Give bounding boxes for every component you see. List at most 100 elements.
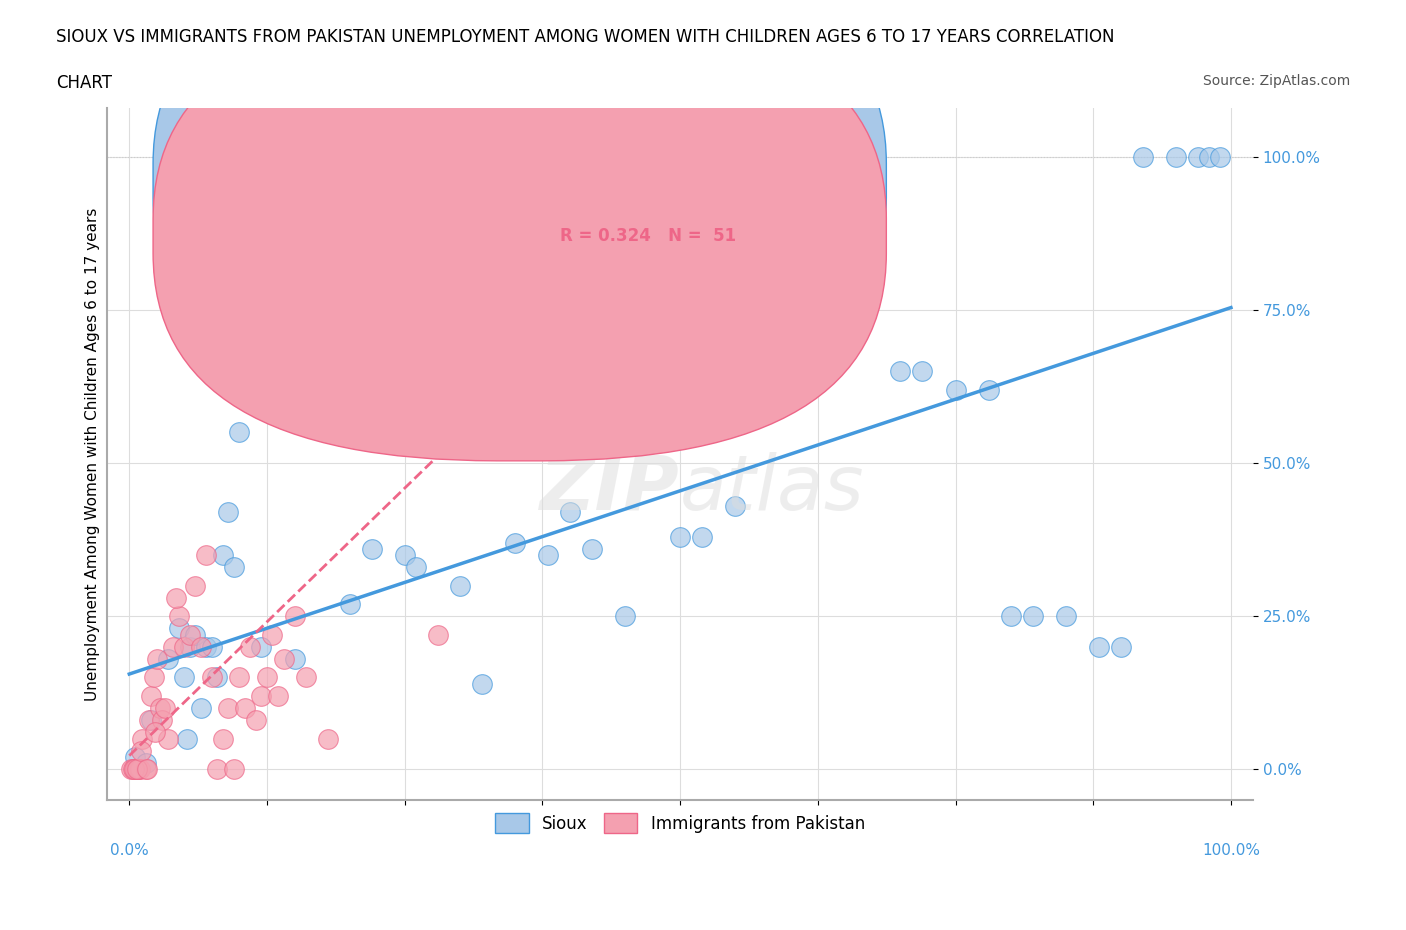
Immigrants from Pakistan (149, 700, 172, 715)
Immigrants from Pakistan (162, 639, 184, 654)
Sioux (1109, 639, 1132, 654)
Immigrants from Pakistan (135, 762, 157, 777)
Text: atlas: atlas (681, 451, 865, 525)
Sioux (190, 700, 212, 715)
Immigrants from Pakistan (184, 578, 207, 593)
Legend: Sioux, Immigrants from Pakistan: Sioux, Immigrants from Pakistan (488, 806, 872, 840)
Text: R = 0.324   N =  51: R = 0.324 N = 51 (560, 227, 735, 245)
Immigrants from Pakistan (283, 609, 305, 624)
Immigrants from Pakistan (228, 670, 250, 684)
Sioux (1000, 609, 1022, 624)
Immigrants from Pakistan (222, 762, 245, 777)
Text: CHART: CHART (56, 74, 112, 92)
Immigrants from Pakistan (426, 627, 449, 642)
Sioux (889, 364, 911, 379)
Text: SIOUX VS IMMIGRANTS FROM PAKISTAN UNEMPLOYMENT AMONG WOMEN WITH CHILDREN AGES 6 : SIOUX VS IMMIGRANTS FROM PAKISTAN UNEMPL… (56, 28, 1115, 46)
Sioux (405, 560, 427, 575)
Sioux (724, 498, 747, 513)
FancyBboxPatch shape (474, 164, 783, 288)
Immigrants from Pakistan (141, 688, 163, 703)
Immigrants from Pakistan (179, 627, 201, 642)
Sioux (537, 548, 560, 563)
Sioux (756, 150, 779, 165)
FancyBboxPatch shape (153, 11, 886, 461)
Sioux (779, 150, 801, 165)
Immigrants from Pakistan (129, 762, 152, 777)
Sioux (184, 627, 207, 642)
Text: 0.0%: 0.0% (110, 843, 149, 857)
Immigrants from Pakistan (195, 548, 218, 563)
Immigrants from Pakistan (127, 762, 149, 777)
Sioux (669, 529, 692, 544)
Sioux (250, 639, 273, 654)
Sioux (124, 750, 146, 764)
Sioux (1054, 609, 1077, 624)
Immigrants from Pakistan (146, 652, 169, 667)
Immigrants from Pakistan (190, 639, 212, 654)
Sioux (1187, 150, 1209, 165)
Immigrants from Pakistan (217, 700, 239, 715)
Sioux (834, 345, 856, 360)
Immigrants from Pakistan (233, 700, 256, 715)
Sioux (1021, 609, 1043, 624)
Immigrants from Pakistan (239, 639, 262, 654)
Sioux (977, 382, 1000, 397)
Immigrants from Pakistan (267, 688, 290, 703)
Sioux (449, 578, 471, 593)
Immigrants from Pakistan (150, 712, 173, 727)
Immigrants from Pakistan (143, 725, 166, 740)
Sioux (195, 639, 218, 654)
Y-axis label: Unemployment Among Women with Children Ages 6 to 17 years: Unemployment Among Women with Children A… (86, 207, 100, 700)
Text: 100.0%: 100.0% (1202, 843, 1260, 857)
Sioux (1209, 150, 1232, 165)
Sioux (1164, 150, 1187, 165)
Immigrants from Pakistan (256, 670, 278, 684)
Sioux (581, 541, 603, 556)
Immigrants from Pakistan (153, 700, 176, 715)
Sioux (614, 609, 637, 624)
Text: ZIP: ZIP (540, 451, 681, 525)
Sioux (283, 652, 305, 667)
Sioux (911, 364, 934, 379)
Sioux (207, 670, 229, 684)
Sioux (394, 548, 416, 563)
Immigrants from Pakistan (124, 762, 146, 777)
Immigrants from Pakistan (360, 285, 382, 299)
Immigrants from Pakistan (121, 762, 143, 777)
Immigrants from Pakistan (156, 731, 179, 746)
FancyBboxPatch shape (153, 0, 886, 405)
Immigrants from Pakistan (316, 731, 339, 746)
Sioux (471, 676, 494, 691)
Sioux (1132, 150, 1154, 165)
Immigrants from Pakistan (122, 762, 145, 777)
Immigrants from Pakistan (339, 302, 361, 317)
Sioux (945, 382, 967, 397)
Sioux (135, 756, 157, 771)
Immigrants from Pakistan (125, 762, 148, 777)
Sioux (228, 425, 250, 440)
Sioux (217, 505, 239, 520)
Immigrants from Pakistan (245, 712, 267, 727)
Immigrants from Pakistan (125, 762, 148, 777)
Sioux (141, 712, 163, 727)
Immigrants from Pakistan (273, 652, 295, 667)
Immigrants from Pakistan (262, 627, 284, 642)
Sioux (1198, 150, 1220, 165)
Immigrants from Pakistan (142, 670, 165, 684)
Sioux (173, 670, 195, 684)
Immigrants from Pakistan (138, 712, 160, 727)
Sioux (503, 536, 526, 551)
Sioux (558, 505, 581, 520)
Immigrants from Pakistan (128, 762, 150, 777)
Sioux (222, 560, 245, 575)
Sioux (212, 548, 235, 563)
Immigrants from Pakistan (294, 670, 316, 684)
Sioux (690, 529, 713, 544)
Immigrants from Pakistan (165, 591, 187, 605)
Sioux (360, 541, 382, 556)
Immigrants from Pakistan (131, 743, 153, 758)
Immigrants from Pakistan (201, 670, 224, 684)
Text: Source: ZipAtlas.com: Source: ZipAtlas.com (1202, 74, 1350, 88)
Sioux (156, 652, 179, 667)
Text: R = 0.426   N = 50: R = 0.426 N = 50 (560, 165, 730, 182)
